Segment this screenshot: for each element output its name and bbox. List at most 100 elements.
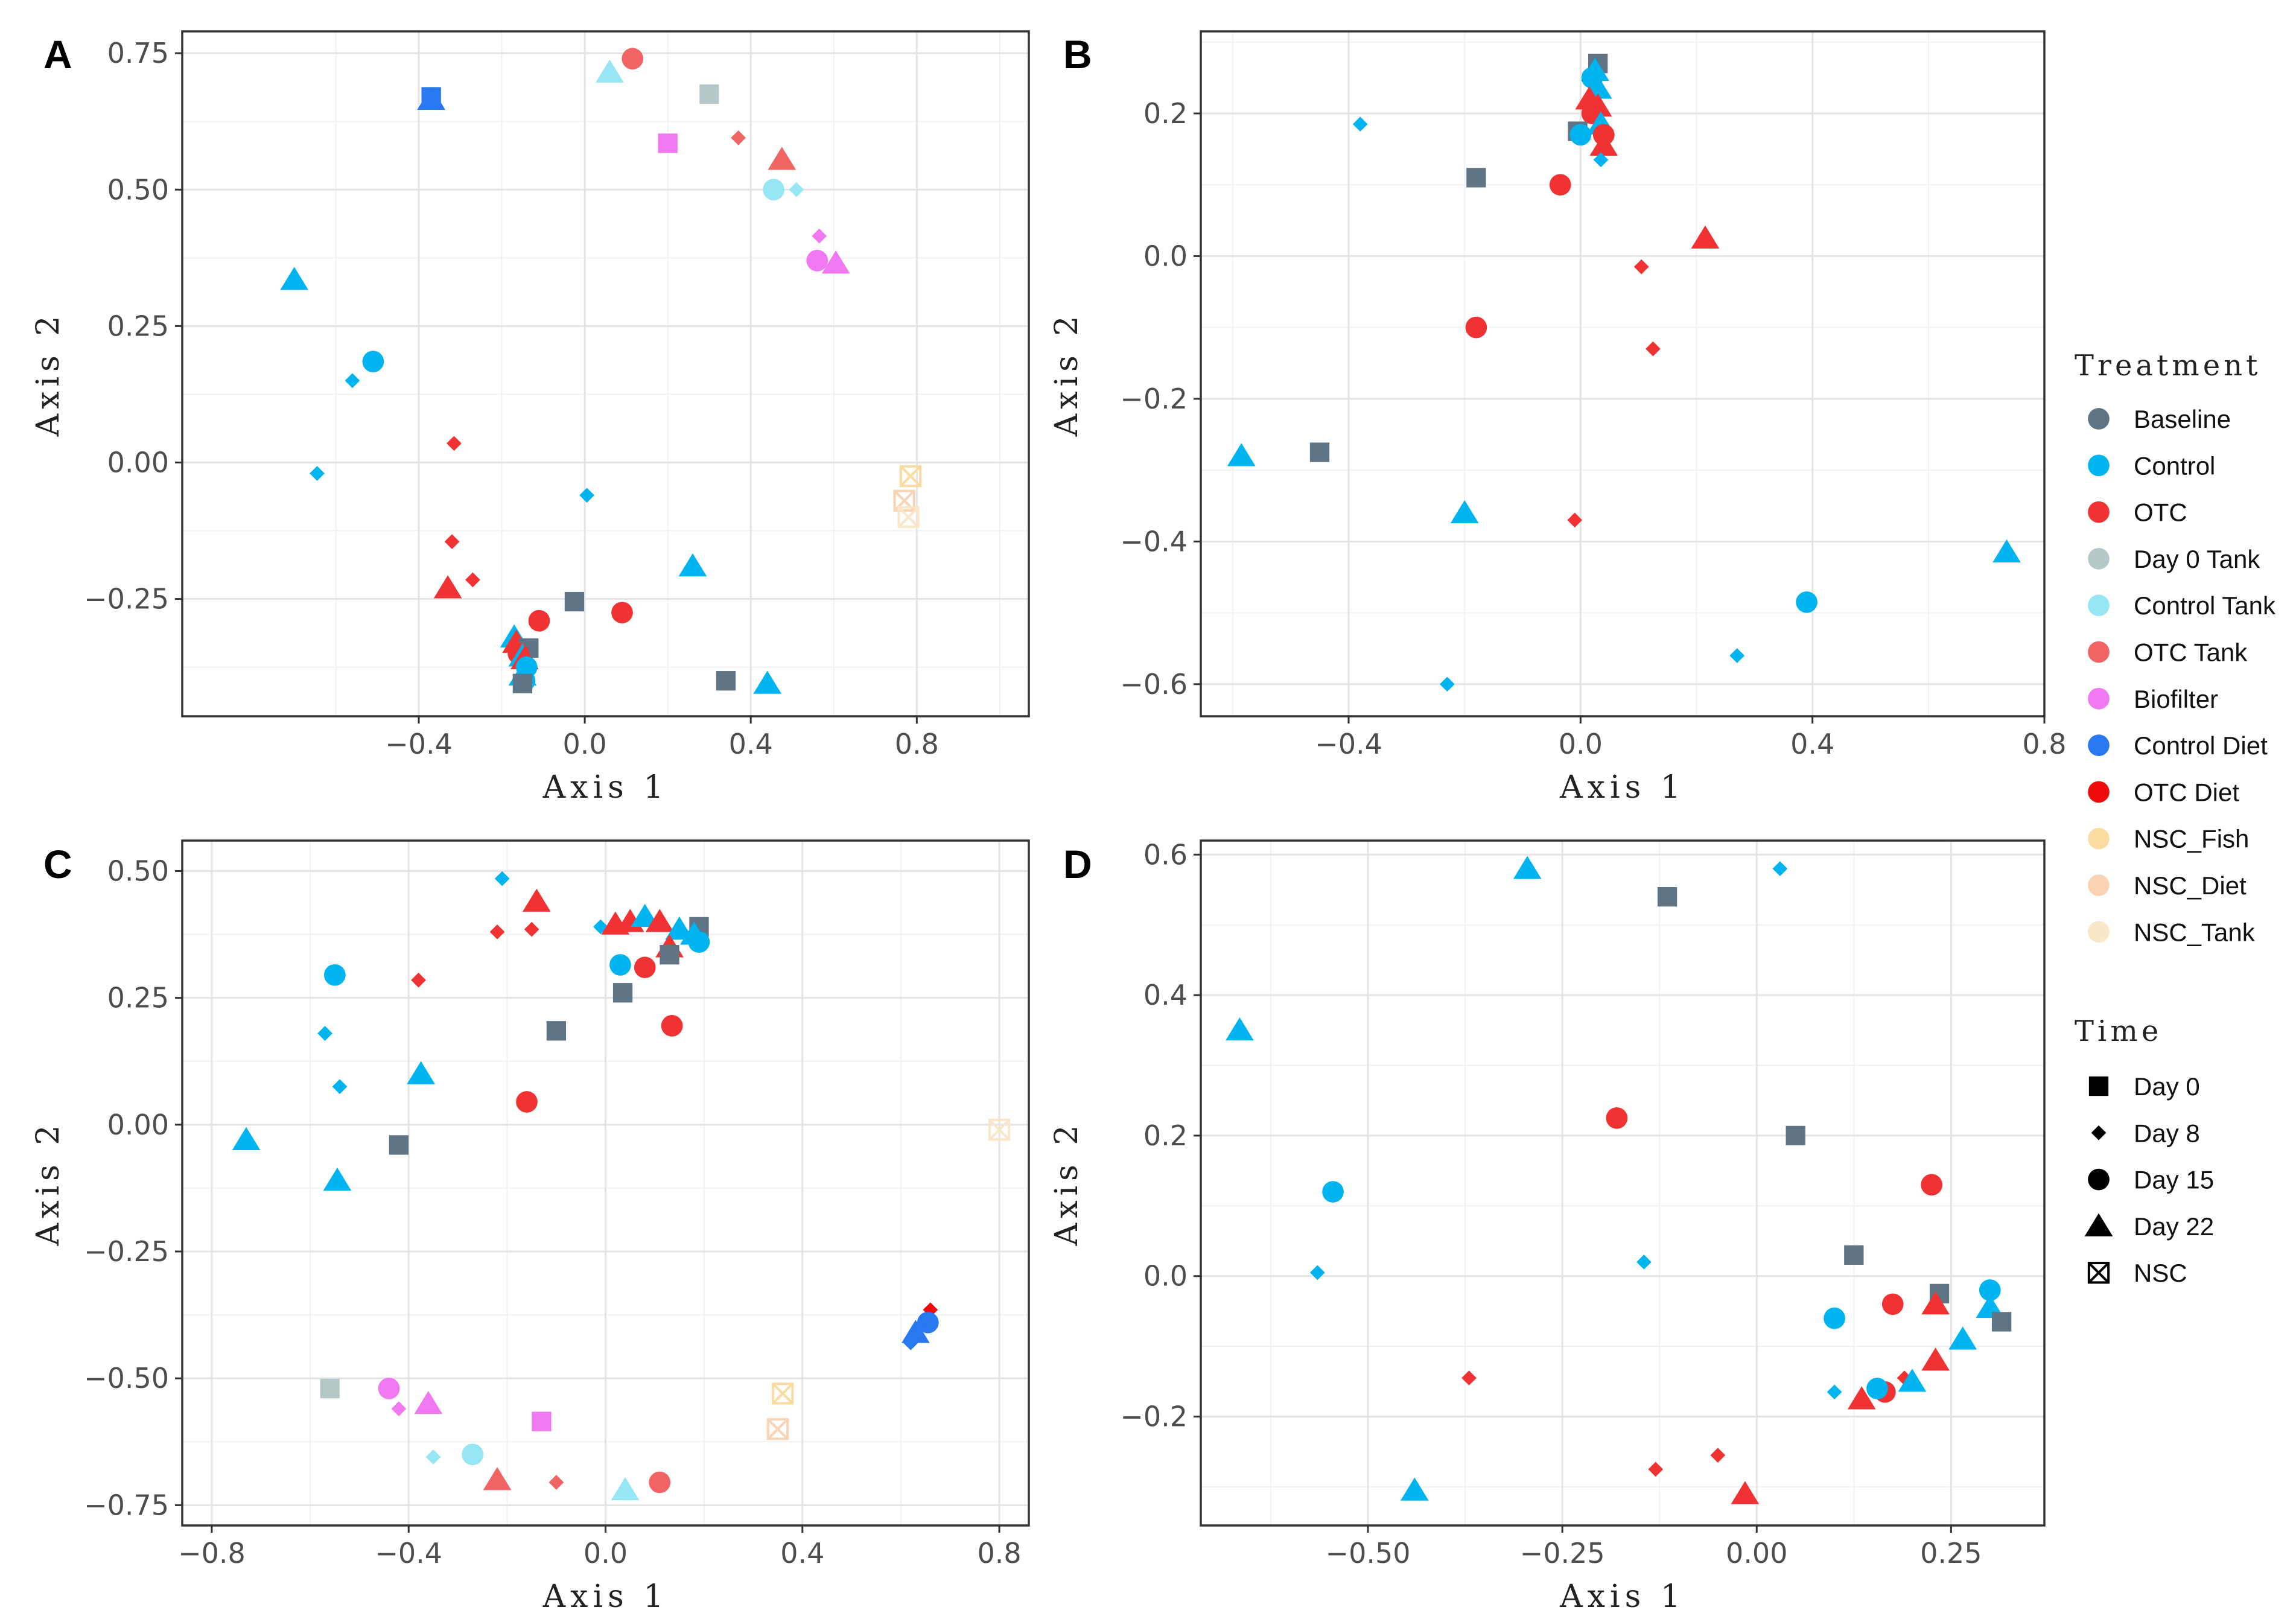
data-point <box>806 249 828 272</box>
x-tick-label: 0.0 <box>584 1537 628 1570</box>
plot-frame-b <box>1200 30 2046 717</box>
data-point <box>699 84 719 104</box>
x-tick-label: −0.25 <box>1520 1537 1605 1570</box>
legend-label-treatment: OTC Tank <box>2134 638 2248 667</box>
data-point <box>1450 500 1479 524</box>
y-tick-label: −0.4 <box>1120 525 1188 558</box>
data-point <box>716 671 736 691</box>
y-tick-label: 0.2 <box>1143 97 1188 130</box>
panel-label-d: D <box>1063 842 1092 886</box>
panel-c: −0.8 −0.4 0.0 0.4 0.8 −0.75 −0.50 −0.25 0.00 0.25… <box>30 839 1030 1615</box>
data-point <box>1991 1312 2012 1332</box>
data-point <box>414 1390 443 1414</box>
data-point <box>546 1021 567 1041</box>
x-tick-label: −0.8 <box>178 1537 246 1570</box>
legend-key-treatment <box>2088 594 2110 617</box>
data-point <box>1226 1017 1254 1041</box>
data-point <box>1796 591 1817 613</box>
data-point <box>658 133 678 153</box>
x-tick-label: −0.50 <box>1326 1537 1411 1570</box>
y-tick-label: 0.50 <box>107 854 169 887</box>
y-tick-label: −0.2 <box>1120 383 1188 415</box>
data-point <box>660 945 679 965</box>
legend-label-time: Day 0 <box>2134 1072 2200 1101</box>
data-point <box>579 488 594 503</box>
y-axis-title: Axis 2 <box>30 311 66 437</box>
data-point <box>494 871 510 886</box>
data-point <box>649 1471 671 1493</box>
data-point <box>1352 116 1368 132</box>
x-tick-label: 0.0 <box>563 728 607 760</box>
data-point <box>378 1378 400 1399</box>
legend-key-treatment <box>2088 921 2110 943</box>
legend-treatment: Treatment Baseline Control OTC Day 0 Tank Co… <box>2075 349 2276 946</box>
x-tick-label: −0.4 <box>385 728 453 760</box>
legend-key-time <box>2088 1076 2109 1096</box>
y-tick-label: 0.00 <box>107 1108 169 1141</box>
data-point <box>1440 676 1455 692</box>
data-point <box>1710 1448 1726 1463</box>
data-point <box>1921 1291 1950 1315</box>
data-point <box>766 1418 789 1440</box>
legend-key-treatment <box>2088 874 2110 896</box>
x-axis-title: Axis 1 <box>1559 1579 1685 1615</box>
data-point <box>1322 1181 1344 1203</box>
y-tick-label: 0.0 <box>1143 1260 1188 1293</box>
data-point <box>489 924 505 940</box>
data-point <box>1729 648 1745 663</box>
legend-time: Time Day 0 Day 8 Day 15 Day 22 NSC <box>2075 1014 2214 1287</box>
x-tick-label: 0.8 <box>2022 728 2066 760</box>
x-tick-label: −0.4 <box>1315 728 1382 760</box>
y-tick-label: 0.00 <box>107 446 169 479</box>
data-point <box>1593 152 1609 168</box>
legend-key-treatment <box>2088 781 2110 803</box>
data-point <box>332 1079 348 1095</box>
y-axis-title: Axis 2 <box>30 1121 66 1247</box>
data-point <box>1461 1370 1477 1385</box>
data-point <box>1636 1255 1652 1270</box>
x-tick-label: 0.8 <box>977 1537 1021 1570</box>
data-point <box>317 1026 332 1041</box>
legend-label-time: Day 8 <box>2134 1119 2200 1147</box>
data-point <box>1227 443 1256 466</box>
data-point <box>634 956 656 979</box>
data-point <box>612 983 633 1003</box>
data-point <box>320 1378 340 1399</box>
y-tick-label: 0.4 <box>1143 979 1188 1011</box>
data-point <box>1309 442 1330 462</box>
data-point <box>899 465 922 488</box>
x-axis-title: Axis 1 <box>1559 769 1685 806</box>
legend-label-treatment: Control Tank <box>2134 591 2276 620</box>
data-point <box>1772 861 1788 876</box>
plot-frame-c <box>181 839 1030 1527</box>
x-tick-label: 0.8 <box>895 728 939 760</box>
data-point <box>407 1061 435 1084</box>
y-tick-label: 0.75 <box>107 37 169 69</box>
legend-label-treatment: Control Diet <box>2134 731 2268 760</box>
data-point <box>1827 1384 1842 1400</box>
y-tick-label: −0.25 <box>84 583 169 615</box>
y-tick-label: 0.25 <box>107 310 169 342</box>
legend-label-treatment: OTC <box>2134 498 2187 527</box>
data-point <box>524 921 539 937</box>
data-point <box>323 1168 352 1191</box>
y-tick-label: 0.50 <box>107 173 169 206</box>
data-point <box>310 466 325 481</box>
data-point <box>411 972 426 988</box>
data-point <box>564 591 585 612</box>
legend-label-treatment: NSC_Tank <box>2134 918 2256 946</box>
data-point <box>425 1449 441 1465</box>
data-point <box>232 1127 261 1151</box>
data-point <box>324 964 346 986</box>
data-point <box>532 1411 552 1431</box>
data-point <box>1921 1347 1950 1371</box>
data-point <box>661 1015 683 1037</box>
data-point <box>645 909 674 932</box>
panel-label-a: A <box>43 32 72 77</box>
data-point <box>1881 1293 1904 1315</box>
data-point <box>1633 259 1649 275</box>
data-point <box>1309 1265 1325 1280</box>
y-tick-label: −0.6 <box>1120 668 1188 701</box>
data-point <box>1866 1378 1888 1399</box>
